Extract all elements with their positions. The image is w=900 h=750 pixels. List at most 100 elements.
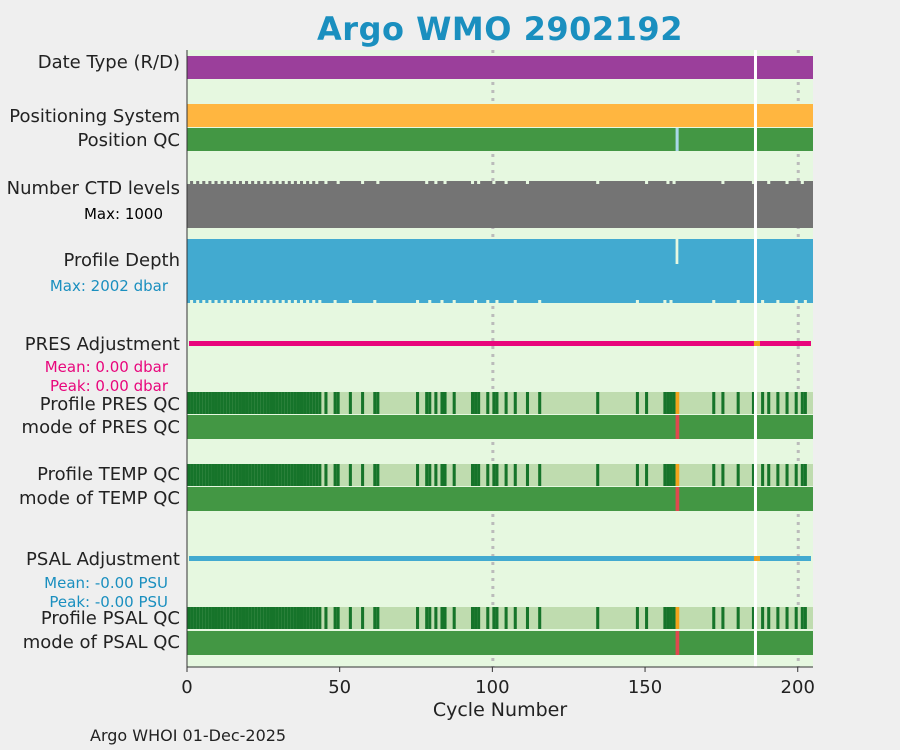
ctd-notch — [296, 181, 300, 184]
profile-temp-qc-mark — [214, 464, 218, 486]
positioning-band — [187, 104, 813, 127]
profile-psal-qc-mark — [721, 607, 725, 629]
depth-notch — [190, 300, 194, 303]
profile-pres-qc-mark — [223, 392, 227, 414]
depth-notch — [245, 300, 249, 303]
profile-psal-qc-mark — [663, 607, 667, 629]
profile-pres-qc-mark — [336, 392, 340, 414]
profile-temp-qc-mark — [470, 464, 475, 486]
profile-pres-qc-mark — [669, 392, 673, 414]
profile-temp-qc-mark — [645, 464, 649, 486]
profile-temp-qc-mark — [287, 464, 291, 486]
profile-pres-qc-mark — [312, 392, 316, 414]
profile-psal-qc-mark — [254, 607, 258, 629]
profile-temp-qc-mark — [348, 464, 352, 486]
profile-psal-qc-mark — [376, 607, 380, 629]
profile-psal-qc-mark — [284, 607, 288, 629]
missing-cycle-gap — [753, 50, 757, 667]
profile-psal-qc-mark — [470, 607, 475, 629]
profile-pres-qc-mark — [635, 392, 639, 414]
profile-psal-qc-mark — [208, 607, 212, 629]
profile-temp-qc-mark — [513, 464, 517, 486]
profile-temp-qc-mark — [666, 464, 670, 486]
profile-temp-qc-mark — [324, 464, 328, 486]
label-profile-psal-qc: Profile PSAL QC — [40, 608, 180, 629]
profile-psal-qc-mark — [196, 607, 200, 629]
profile-psal-qc-mark — [303, 607, 307, 629]
profile-psal-qc-mark — [443, 607, 447, 629]
ctd-notch — [361, 181, 365, 184]
profile-psal-qc-band — [187, 607, 813, 629]
depth-notch — [373, 300, 377, 303]
depth-notch — [208, 300, 212, 303]
profile-psal-qc-mark — [275, 607, 279, 629]
label-mode-temp-qc: mode of TEMP QC — [18, 488, 180, 509]
mode-psal-qc-band — [187, 631, 813, 655]
profile-temp-qc-mark — [428, 464, 432, 486]
profile-pres-qc-mark — [443, 392, 447, 414]
profile-pres-qc-mark — [373, 392, 377, 414]
profile-pres-qc-mark — [257, 392, 261, 414]
ctd-notch — [241, 181, 246, 184]
profile-psal-qc-mark — [257, 607, 261, 629]
depth-notch — [318, 300, 322, 303]
profile-temp-qc-mark — [794, 464, 798, 486]
profile-pres-qc-mark — [452, 392, 456, 414]
depth-notch — [776, 300, 780, 303]
depth-notch — [238, 300, 242, 303]
profile-temp-qc-mark — [315, 464, 319, 486]
label-ctd-levels: Number CTD levels — [6, 178, 180, 199]
profile-psal-qc-mark — [306, 607, 310, 629]
ctd-notch — [315, 181, 319, 184]
profile-psal-qc-mark — [217, 607, 221, 629]
depth-notch — [474, 300, 478, 303]
profile-pres-qc-mark — [666, 392, 670, 414]
label-pres-adjustment: PRES Adjustment — [24, 334, 180, 355]
profile-pres-qc-mark — [474, 392, 478, 414]
profile-psal-qc-mark — [712, 607, 716, 629]
label-data-type: Date Type (R/D) — [37, 52, 180, 73]
profile-temp-qc-mark — [538, 464, 542, 486]
profile-temp-qc-mark — [333, 464, 337, 486]
profile-pres-qc-band — [187, 392, 813, 414]
profile-psal-qc-mark — [315, 607, 319, 629]
profile-temp-qc-mark — [312, 464, 316, 486]
profile-pres-qc-mark — [767, 392, 771, 414]
profile-pres-qc-mark — [306, 392, 310, 414]
profile-psal-qc-mark — [669, 607, 673, 629]
profile-psal-qc-mark — [434, 607, 438, 629]
ctd-notch — [470, 181, 475, 184]
depth-notch — [538, 300, 542, 303]
profile-pres-qc-mark — [263, 392, 267, 414]
profile-pres-qc-mark — [348, 392, 352, 414]
profile-pres-qc-mark — [260, 392, 264, 414]
profile-psal-qc-mark — [260, 607, 264, 629]
ctd-notch — [303, 181, 307, 184]
profile-pres-qc-mark — [238, 392, 242, 414]
ctd-notch — [266, 181, 270, 184]
profile-temp-qc-mark — [223, 464, 227, 486]
profile-pres-qc-mark — [309, 392, 313, 414]
profile-temp-qc-mark — [269, 464, 273, 486]
ctd-notch — [645, 181, 649, 184]
profile-pres-qc-mark — [254, 392, 258, 414]
profile-temp-qc-mark — [281, 464, 285, 486]
profile-psal-qc-mark — [373, 607, 377, 629]
profile-temp-qc-mark — [205, 464, 209, 486]
profile-psal-qc-mark — [666, 607, 670, 629]
profile-pres-qc-mark — [202, 392, 206, 414]
profile-psal-qc-mark — [272, 607, 276, 629]
profile-psal-qc-mark — [495, 607, 499, 629]
profile-psal-qc-mark — [504, 607, 508, 629]
profile-temp-qc-mark — [477, 464, 481, 486]
x-tick-label-150: 150 — [628, 677, 662, 698]
ctd-notch — [477, 181, 481, 184]
profile-temp-qc-mark — [217, 464, 221, 486]
label-mode-pres-qc: mode of PRES QC — [21, 417, 180, 438]
ctd-notch — [492, 181, 496, 184]
pres-adjustment-gap-mark — [753, 341, 760, 346]
profile-psal-qc-mark — [241, 607, 246, 629]
profile-temp-qc-mark — [266, 464, 270, 486]
profile-temp-qc-mark — [443, 464, 447, 486]
ctd-notch — [504, 181, 508, 184]
